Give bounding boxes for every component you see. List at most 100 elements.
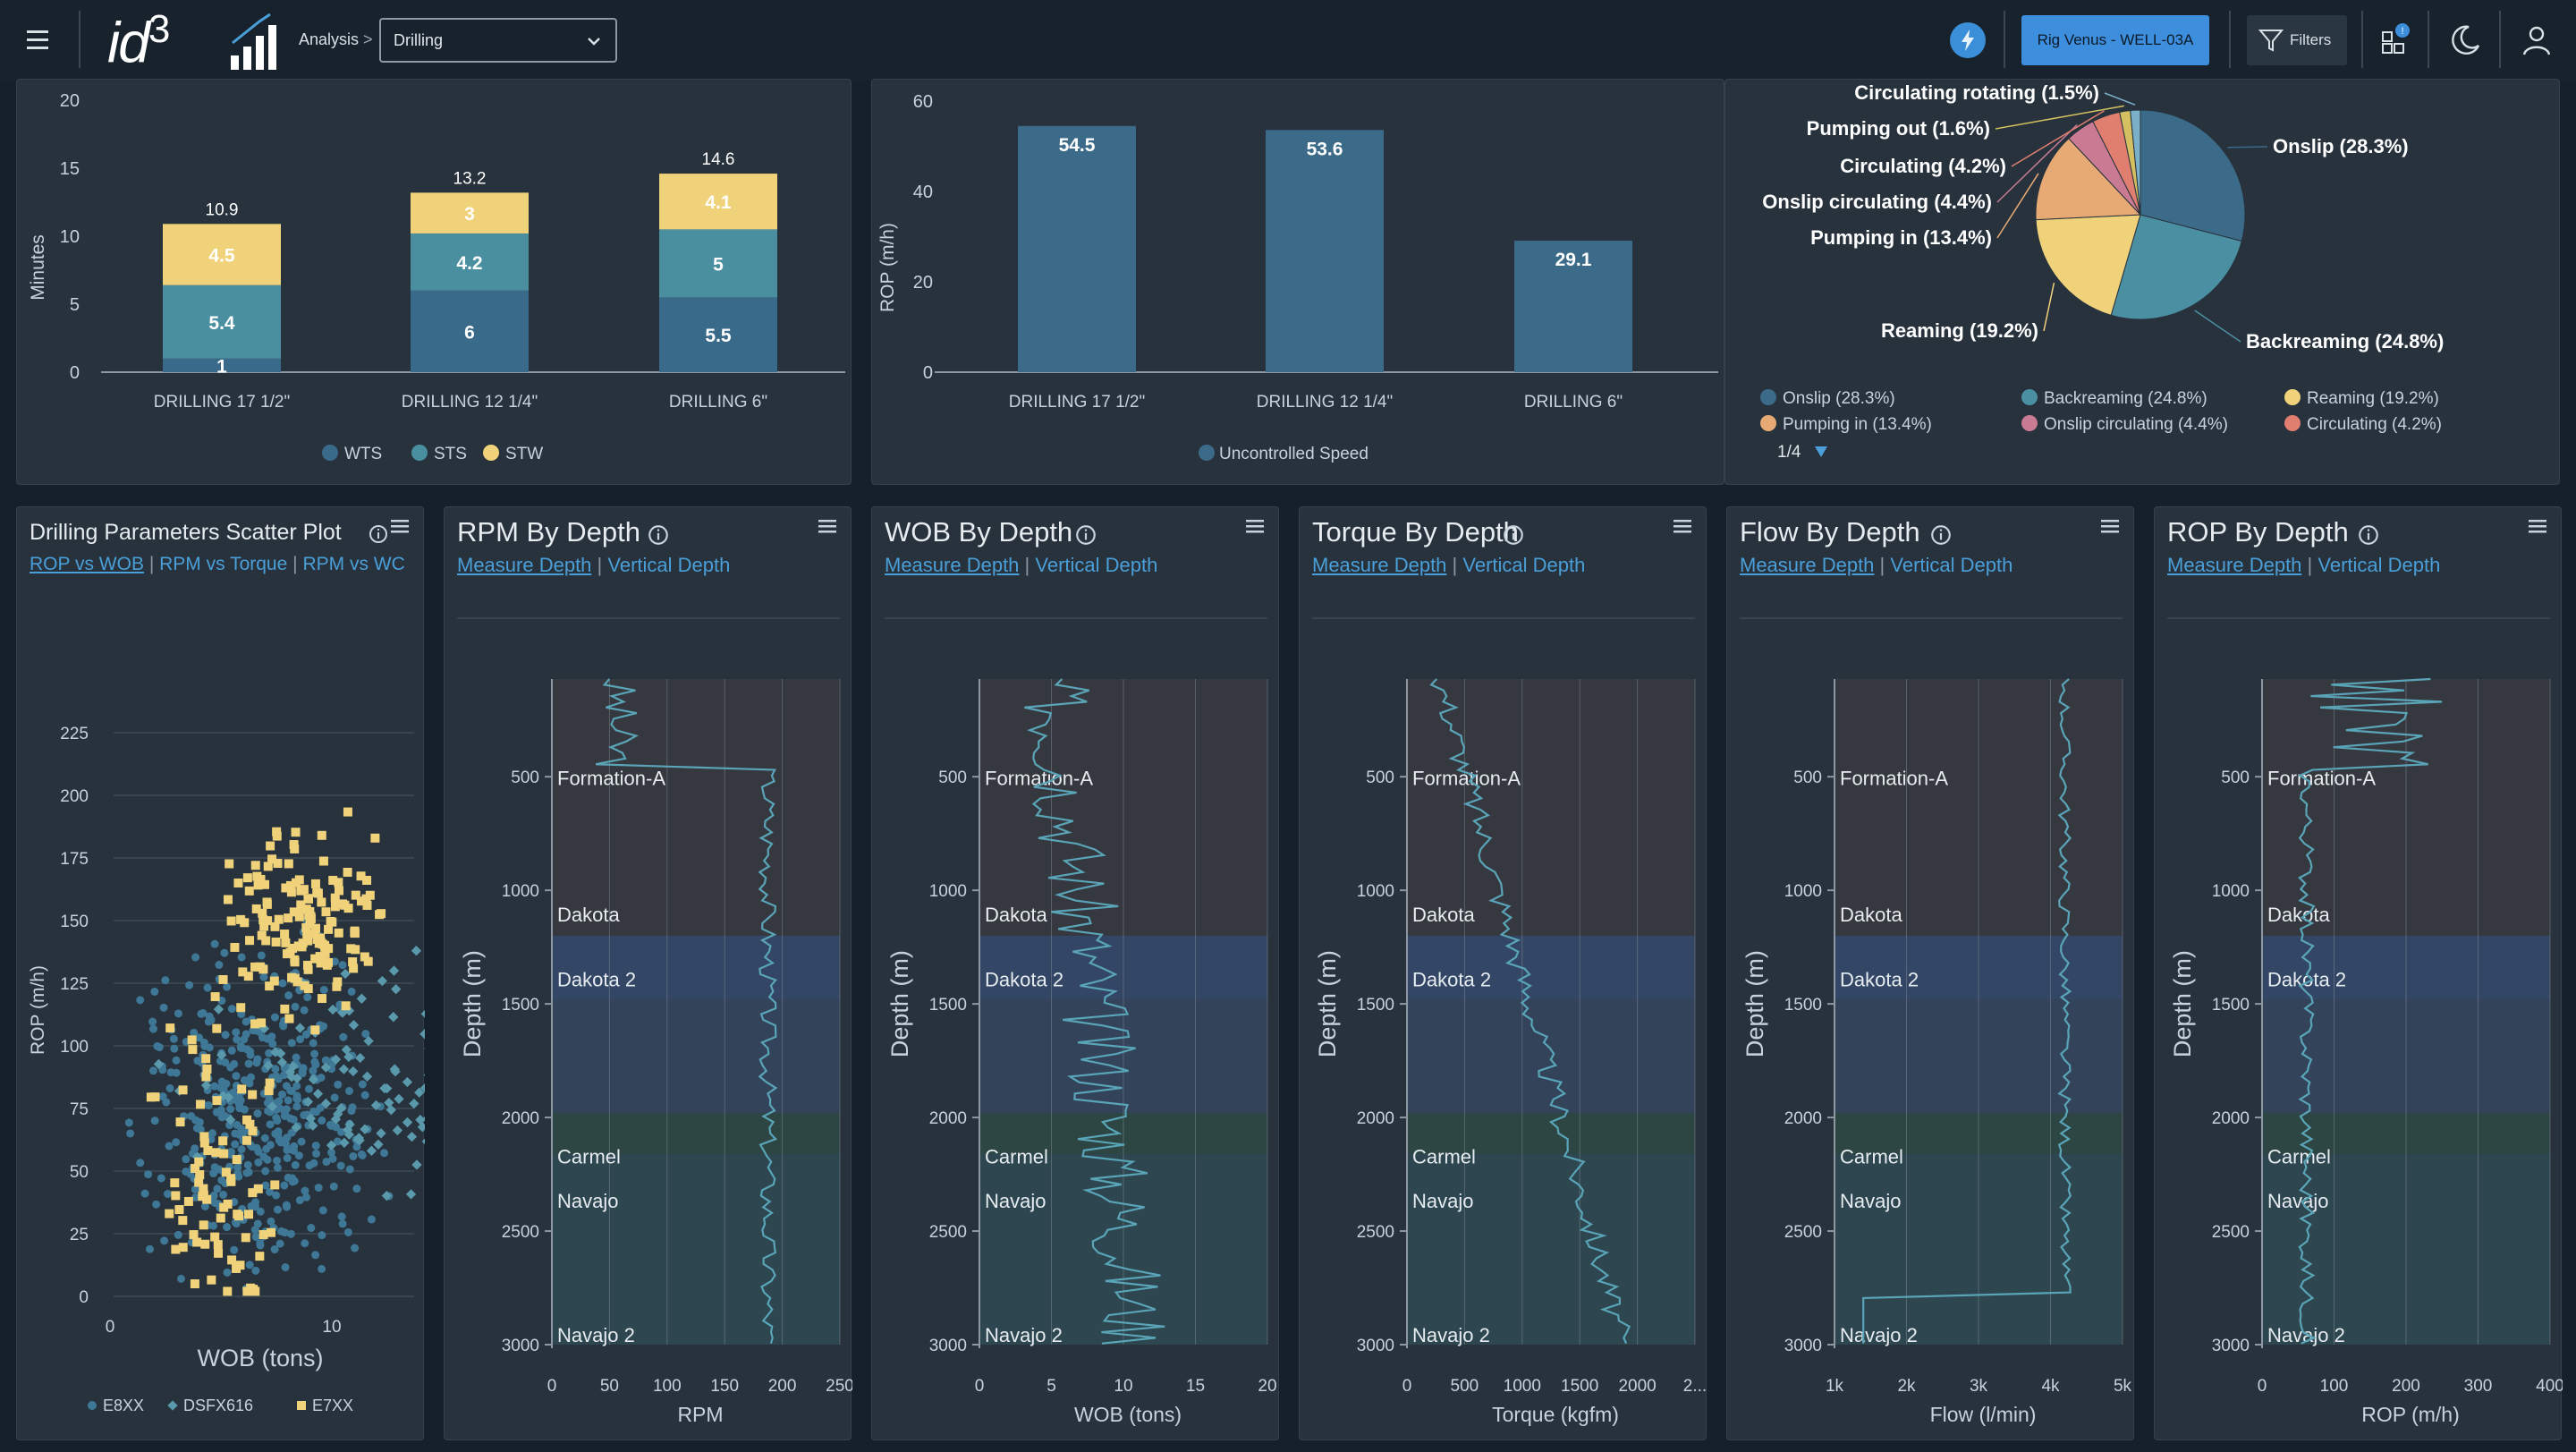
scatter-point-e7xx[interactable] — [259, 921, 269, 931]
scatter-point-e8xx[interactable] — [298, 1069, 307, 1078]
scatter-point-e8xx[interactable] — [333, 1137, 342, 1146]
scatter-point-e8xx[interactable] — [292, 1102, 301, 1111]
scatter-point-e8xx[interactable] — [236, 1096, 245, 1105]
scatter-point-dsfx616[interactable] — [330, 1054, 342, 1065]
scatter-point-e7xx[interactable] — [280, 1004, 290, 1014]
scatter-point-e8xx[interactable] — [136, 1159, 145, 1168]
scatter-point-e8xx[interactable] — [328, 1154, 337, 1163]
scatter-point-dsfx616[interactable] — [360, 1124, 370, 1134]
scatter-point-e8xx[interactable] — [172, 1138, 181, 1147]
link-rop-vs-wob[interactable]: ROP vs WOB — [30, 554, 144, 574]
scatter-point-e8xx[interactable] — [199, 1008, 208, 1017]
scatter-point-e7xx[interactable] — [190, 1279, 199, 1289]
scatter-point-dsfx616[interactable] — [355, 1052, 366, 1064]
scatter-point-e8xx[interactable] — [267, 1217, 275, 1226]
scatter-point-e8xx[interactable] — [217, 997, 226, 1006]
scatter-point-e7xx[interactable] — [360, 952, 369, 962]
scatter-point-e8xx[interactable] — [273, 1205, 282, 1214]
scatter-point-e7xx[interactable] — [202, 1194, 212, 1204]
scatter-point-e8xx[interactable] — [270, 1245, 279, 1254]
scatter-point-e8xx[interactable] — [193, 1057, 202, 1066]
scatter-point-e8xx[interactable] — [345, 1086, 354, 1095]
scatter-point-e7xx[interactable] — [232, 1155, 242, 1165]
legend-swatch[interactable] — [297, 1401, 306, 1410]
scatter-point-e7xx[interactable] — [324, 957, 334, 967]
scatter-point-e8xx[interactable] — [253, 1109, 262, 1118]
scatter-point-e8xx[interactable] — [208, 1129, 216, 1138]
scatter-point-e8xx[interactable] — [287, 1128, 296, 1137]
scatter-point-e8xx[interactable] — [237, 1010, 246, 1019]
scatter-point-e7xx[interactable] — [317, 830, 326, 840]
scatter-point-e8xx[interactable] — [292, 1091, 301, 1100]
scatter-point-e7xx[interactable] — [216, 1213, 225, 1223]
scatter-point-e7xx[interactable] — [191, 1164, 200, 1174]
scatter-point-e8xx[interactable] — [275, 1097, 284, 1106]
scatter-point-e8xx[interactable] — [164, 1190, 173, 1199]
scatter-point-e8xx[interactable] — [349, 1151, 358, 1160]
breadcrumb[interactable]: Analysis > — [299, 30, 373, 48]
scatter-point-dsfx616[interactable] — [320, 1062, 332, 1073]
scatter-point-e7xx[interactable] — [194, 1157, 204, 1167]
scatter-point-e8xx[interactable] — [300, 1111, 309, 1120]
scatter-point-e8xx[interactable] — [267, 1032, 276, 1041]
scatter-point-e7xx[interactable] — [316, 958, 326, 968]
link-rpm-vs-torque[interactable]: RPM vs Torque — [159, 554, 288, 574]
scatter-point-e7xx[interactable] — [223, 895, 233, 904]
scatter-point-e8xx[interactable] — [203, 983, 212, 992]
scatter-point-e7xx[interactable] — [362, 900, 372, 910]
scatter-point-e8xx[interactable] — [287, 1086, 296, 1095]
panel-menu-icon[interactable] — [1670, 516, 1695, 538]
scatter-point-e8xx[interactable] — [311, 1251, 320, 1260]
legend-swatch[interactable] — [1760, 415, 1776, 431]
scatter-point-e7xx[interactable] — [178, 1243, 188, 1252]
scatter-point-e7xx[interactable] — [309, 929, 319, 938]
scatter-point-e7xx[interactable] — [244, 886, 254, 896]
scatter-point-e8xx[interactable] — [282, 1201, 291, 1210]
scatter-point-e8xx[interactable] — [311, 1142, 320, 1151]
scatter-point-e8xx[interactable] — [277, 1227, 286, 1235]
scatter-point-e7xx[interactable] — [233, 1210, 242, 1219]
scatter-point-e8xx[interactable] — [217, 1176, 226, 1185]
scatter-point-e8xx[interactable] — [243, 1160, 252, 1169]
scatter-point-e8xx[interactable] — [309, 1159, 318, 1168]
scatter-point-e7xx[interactable] — [250, 962, 260, 972]
scatter-point-e7xx[interactable] — [321, 907, 331, 917]
scatter-point-dsfx616[interactable] — [276, 1057, 288, 1068]
scatter-point-dsfx616[interactable] — [411, 1159, 422, 1170]
scatter-point-e8xx[interactable] — [199, 1038, 208, 1047]
scatter-point-e8xx[interactable] — [182, 1168, 191, 1176]
scatter-point-e8xx[interactable] — [351, 1244, 360, 1252]
scatter-point-e7xx[interactable] — [301, 922, 311, 932]
legend-swatch[interactable] — [322, 445, 338, 461]
scatter-point-e8xx[interactable] — [281, 1139, 290, 1148]
scatter-point-e8xx[interactable] — [271, 1065, 280, 1074]
scatter-point-e7xx[interactable] — [264, 1086, 274, 1096]
scatter-point-e7xx[interactable] — [350, 926, 360, 936]
scatter-point-e8xx[interactable] — [329, 1182, 338, 1191]
scatter-point-e8xx[interactable] — [322, 1158, 331, 1167]
scatter-point-e8xx[interactable] — [195, 1033, 204, 1042]
scatter-point-e7xx[interactable] — [346, 944, 356, 954]
legend-swatch[interactable] — [2021, 415, 2038, 431]
scatter-point-e7xx[interactable] — [178, 1216, 188, 1226]
scatter-point-e8xx[interactable] — [334, 1080, 343, 1089]
scatter-point-e8xx[interactable] — [182, 1155, 191, 1164]
scatter-point-e8xx[interactable] — [200, 1202, 209, 1210]
scatter-point-e8xx[interactable] — [343, 1227, 352, 1236]
scatter-point-e8xx[interactable] — [191, 953, 200, 962]
scatter-point-e7xx[interactable] — [285, 880, 295, 890]
scatter-point-e8xx[interactable] — [247, 1202, 256, 1210]
scatter-point-e7xx[interactable] — [318, 856, 328, 866]
scatter-point-e7xx[interactable] — [211, 1148, 221, 1158]
scatter-point-e8xx[interactable] — [301, 1186, 309, 1195]
scatter-point-e7xx[interactable] — [218, 1136, 228, 1146]
link-rpm-vs-wc[interactable]: RPM vs WC — [302, 554, 405, 574]
scatter-point-e7xx[interactable] — [370, 833, 380, 843]
scatter-point-e8xx[interactable] — [290, 1176, 299, 1185]
scatter-point-e7xx[interactable] — [195, 1169, 205, 1179]
scatter-point-e7xx[interactable] — [253, 880, 263, 890]
scatter-point-e7xx[interactable] — [189, 1230, 199, 1240]
scatter-point-e7xx[interactable] — [324, 944, 334, 954]
scatter-point-e7xx[interactable] — [250, 1019, 260, 1029]
legend-swatch[interactable] — [2284, 389, 2301, 405]
